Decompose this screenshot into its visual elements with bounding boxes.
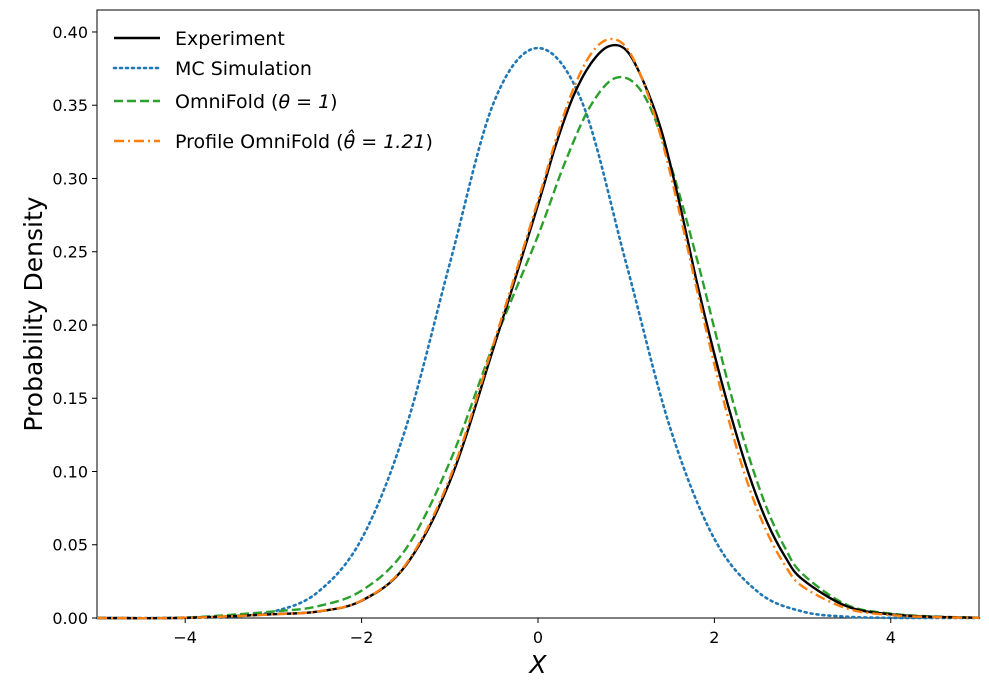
y-axis-title: Probability Density	[19, 196, 48, 431]
legend-label-text: OmniFold (	[175, 91, 278, 113]
x-tick-label: 2	[709, 628, 719, 647]
legend-label-text: MC Simulation	[175, 58, 312, 80]
series-layer	[95, 37, 981, 620]
y-tick-label: 0.00	[52, 609, 88, 628]
legend-label-tail: )	[330, 91, 337, 113]
y-tick-label: 0.05	[52, 536, 88, 555]
x-tick-label: 0	[533, 628, 543, 647]
legend-label-3: Profile OmniFold (θ̂ = 1.21)	[175, 129, 433, 153]
x-tick-label: −4	[173, 628, 197, 647]
y-tick-label: 0.35	[52, 96, 88, 115]
y-axis-ticks: 0.00 0.05 0.10 0.15 0.20 0.25 0.30 0.35 0.40	[52, 23, 97, 628]
legend-label-2: OmniFold (θ = 1)	[175, 91, 338, 113]
y-tick-label: 0.20	[52, 316, 88, 335]
series-line-2	[96, 75, 980, 620]
legend-label-tail: )	[426, 131, 433, 153]
y-tick-label: 0.25	[52, 243, 88, 262]
y-tick-label: 0.15	[52, 389, 88, 408]
legend-label-text: Profile OmniFold (	[175, 131, 344, 153]
x-axis-title: X	[527, 650, 547, 679]
legend-label-text: Experiment	[175, 28, 285, 50]
y-tick-label: 0.40	[52, 23, 88, 42]
x-tick-label: 4	[886, 628, 896, 647]
legend-label-0: Experiment	[175, 28, 285, 50]
x-tick-label: −2	[350, 628, 374, 647]
legend-label-math: θ̂ = 1.21	[344, 129, 426, 153]
legend-label-math: θ = 1	[278, 91, 330, 113]
x-axis-ticks: −4 −2 0 2 4	[173, 618, 896, 647]
y-tick-label: 0.10	[52, 462, 88, 481]
y-tick-label: 0.30	[52, 169, 88, 188]
legend-label-1: MC Simulation	[175, 58, 312, 80]
series-line-3	[96, 37, 980, 620]
